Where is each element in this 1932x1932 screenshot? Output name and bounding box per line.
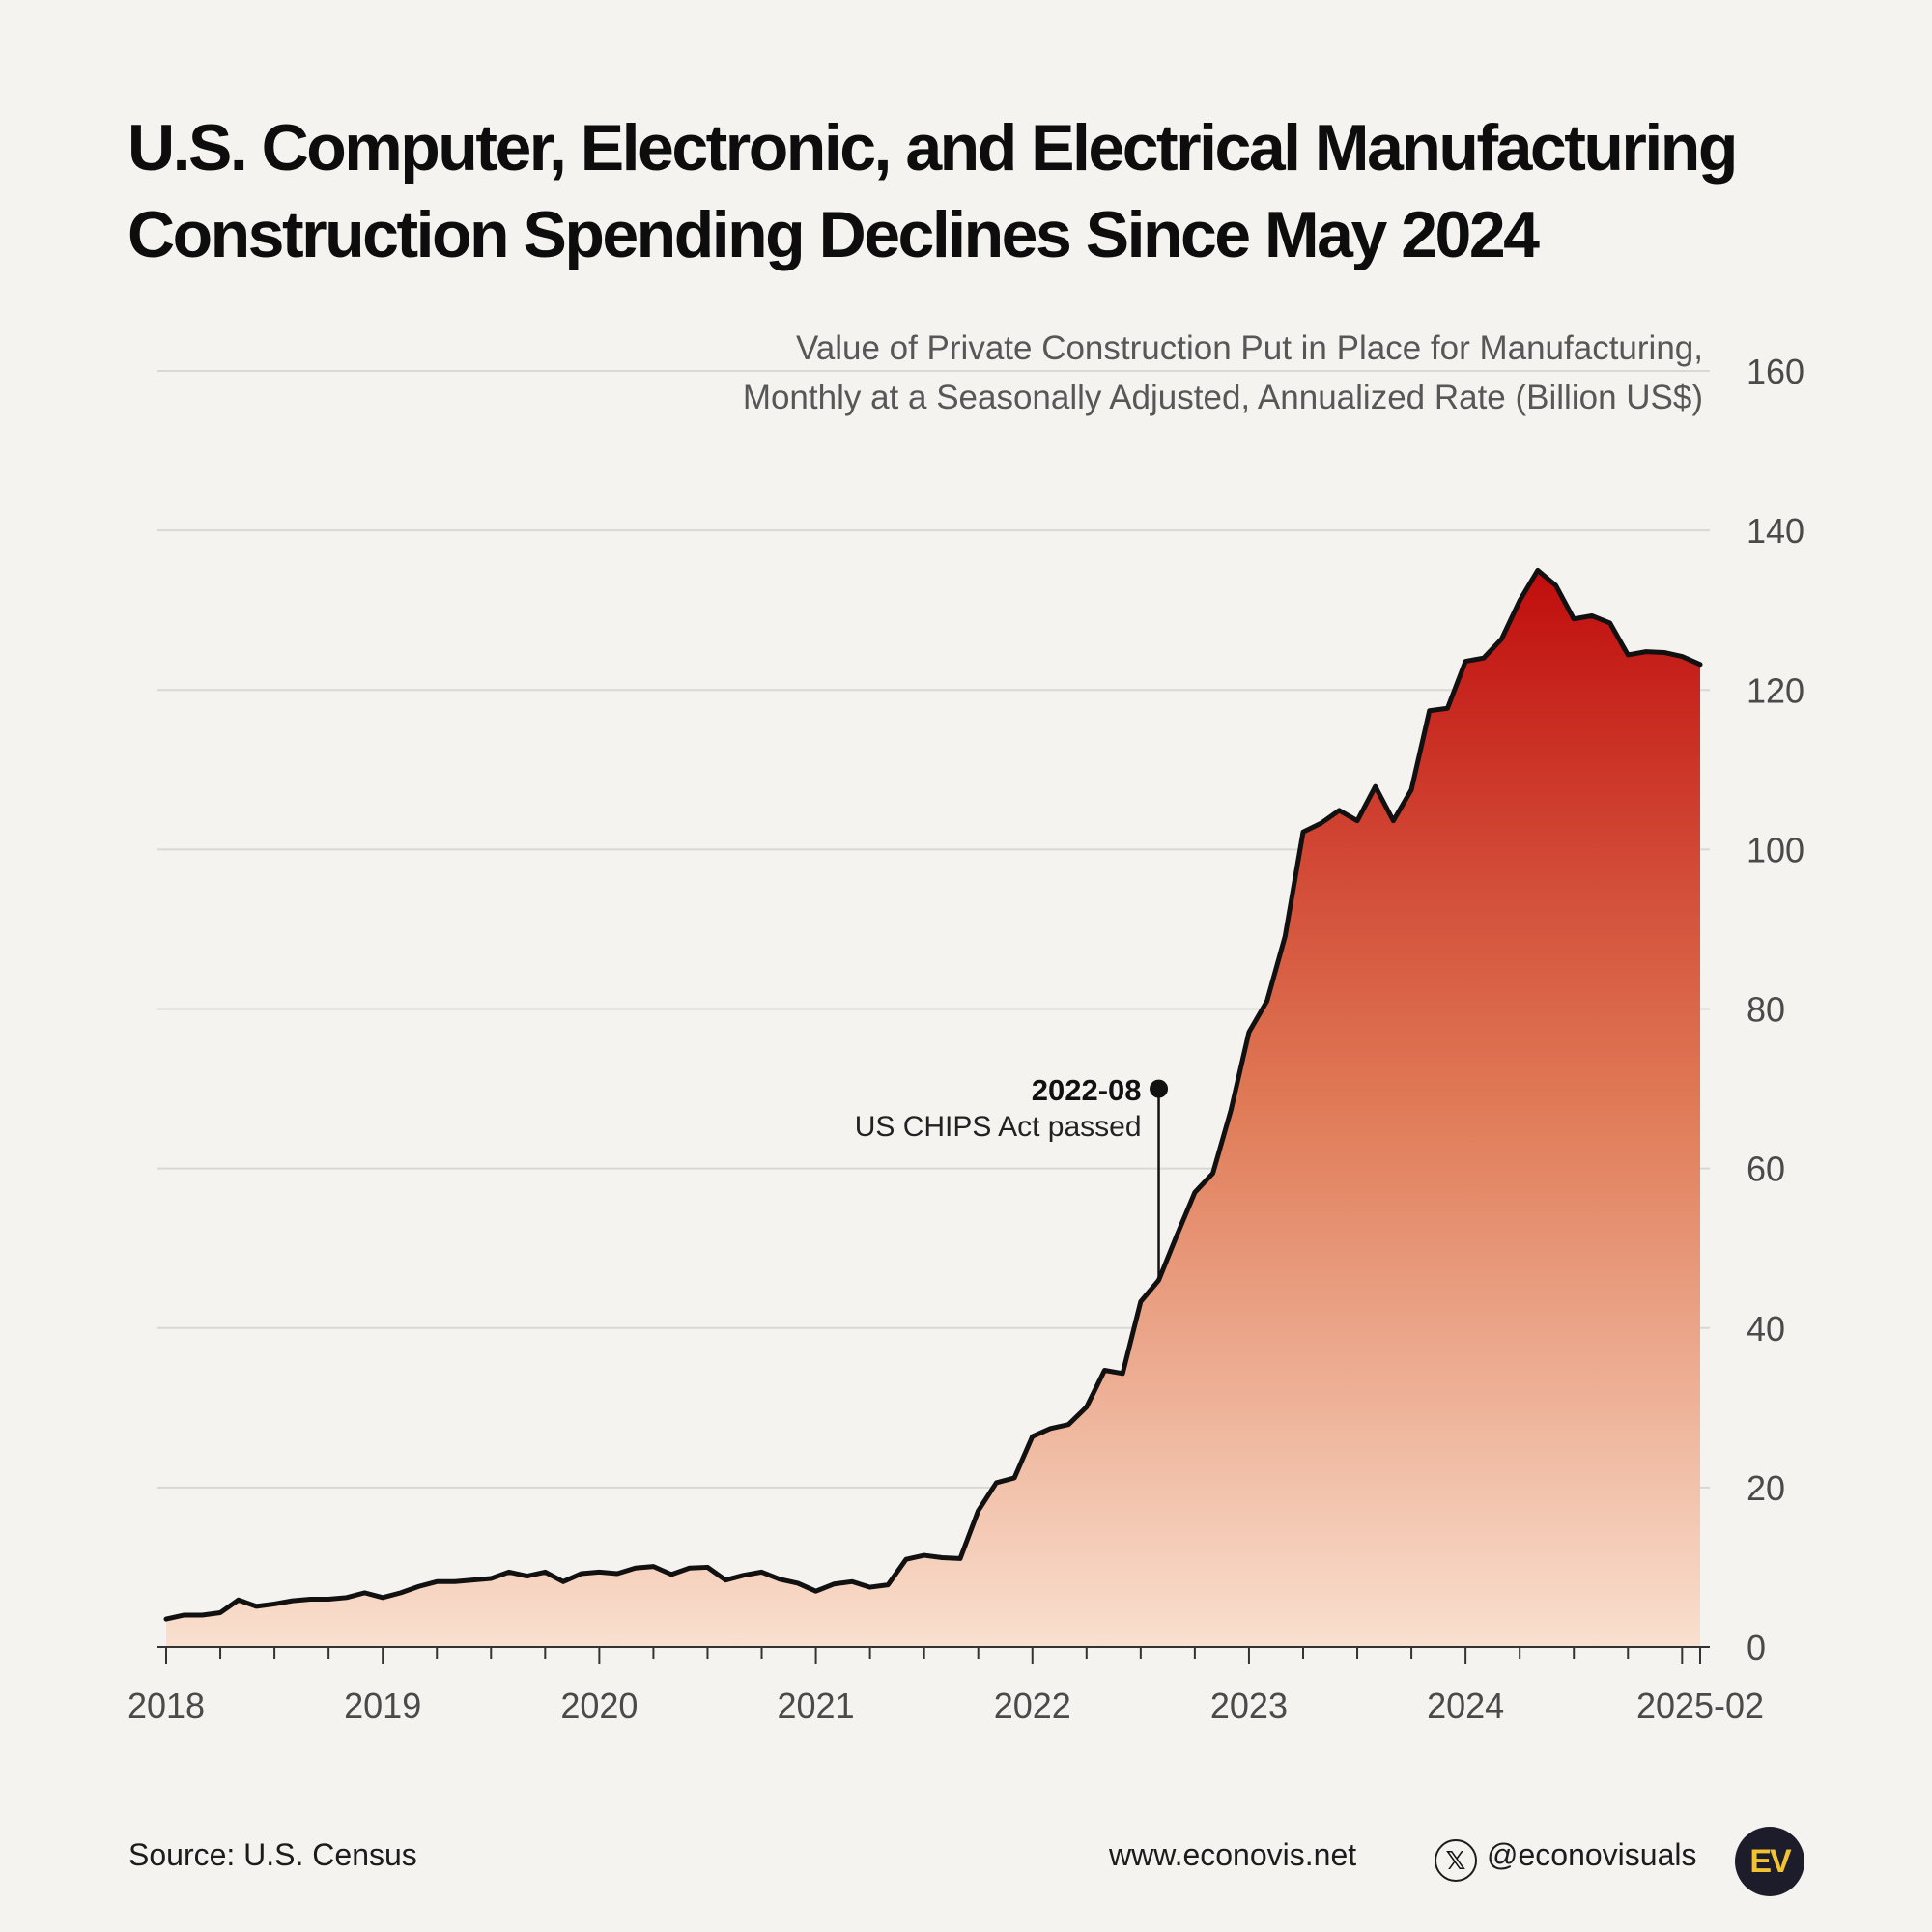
y-tick-label: 80 [1747, 990, 1785, 1030]
x-tick-label: 2021 [778, 1686, 855, 1725]
x-tick-label: 2020 [560, 1686, 638, 1725]
y-tick-label: 0 [1747, 1628, 1766, 1667]
chart-subtitle-line-2: Monthly at a Seasonally Adjusted, Annual… [743, 379, 1703, 416]
area-fill-layer [163, 567, 1703, 1647]
annotation-text: US CHIPS Act passed [855, 1111, 1142, 1143]
econovis-logo: EV [1735, 1827, 1804, 1896]
chips-act-annotation: 2022-08 US CHIPS Act passed [855, 1073, 1169, 1281]
chart-title-line-1: U.S. Computer, Electronic, and Electrica… [128, 111, 1738, 185]
x-logo-icon: 𝕏 [1435, 1839, 1477, 1882]
x-axis-labels: 2018 2019 2020 2021 2022 2023 2024 2025-02 [128, 1686, 1764, 1725]
x-tick-label: 2023 [1210, 1686, 1288, 1725]
y-tick-label: 20 [1747, 1468, 1785, 1508]
x-tick-label: 2022 [994, 1686, 1071, 1725]
x-tick-label: 2018 [128, 1686, 205, 1725]
x-axis [157, 1646, 1710, 1664]
y-axis-labels: 0 20 40 60 80 100 120 140 160 [1747, 352, 1804, 1667]
source-label: Source: U.S. Census [128, 1837, 417, 1872]
website-link[interactable]: www.econovis.net [1109, 1837, 1357, 1872]
y-tick-label: 100 [1747, 830, 1804, 869]
y-tick-label: 60 [1747, 1150, 1785, 1189]
x-tick-label: 2024 [1427, 1686, 1504, 1725]
chart-title: U.S. Computer, Electronic, and Electrica… [128, 104, 1770, 278]
series-line [163, 567, 1703, 1622]
y-tick-label: 160 [1747, 352, 1804, 391]
area-fill [166, 570, 1700, 1647]
y-tick-label: 120 [1747, 670, 1804, 710]
y-tick-label: 140 [1747, 511, 1804, 551]
social-handle[interactable]: @econovisuals [1487, 1837, 1697, 1872]
chart-subtitle-line-1: Value of Private Construction Put in Pla… [796, 329, 1703, 367]
y-tick-label: 40 [1747, 1309, 1785, 1349]
x-tick-label: 2025-02 [1636, 1686, 1764, 1725]
annotation-marker [1150, 1079, 1169, 1098]
chart-title-line-2: Construction Spending Declines Since May… [128, 198, 1540, 271]
x-tick-label: 2019 [344, 1686, 421, 1725]
annotation-date: 2022-08 [1032, 1073, 1142, 1107]
